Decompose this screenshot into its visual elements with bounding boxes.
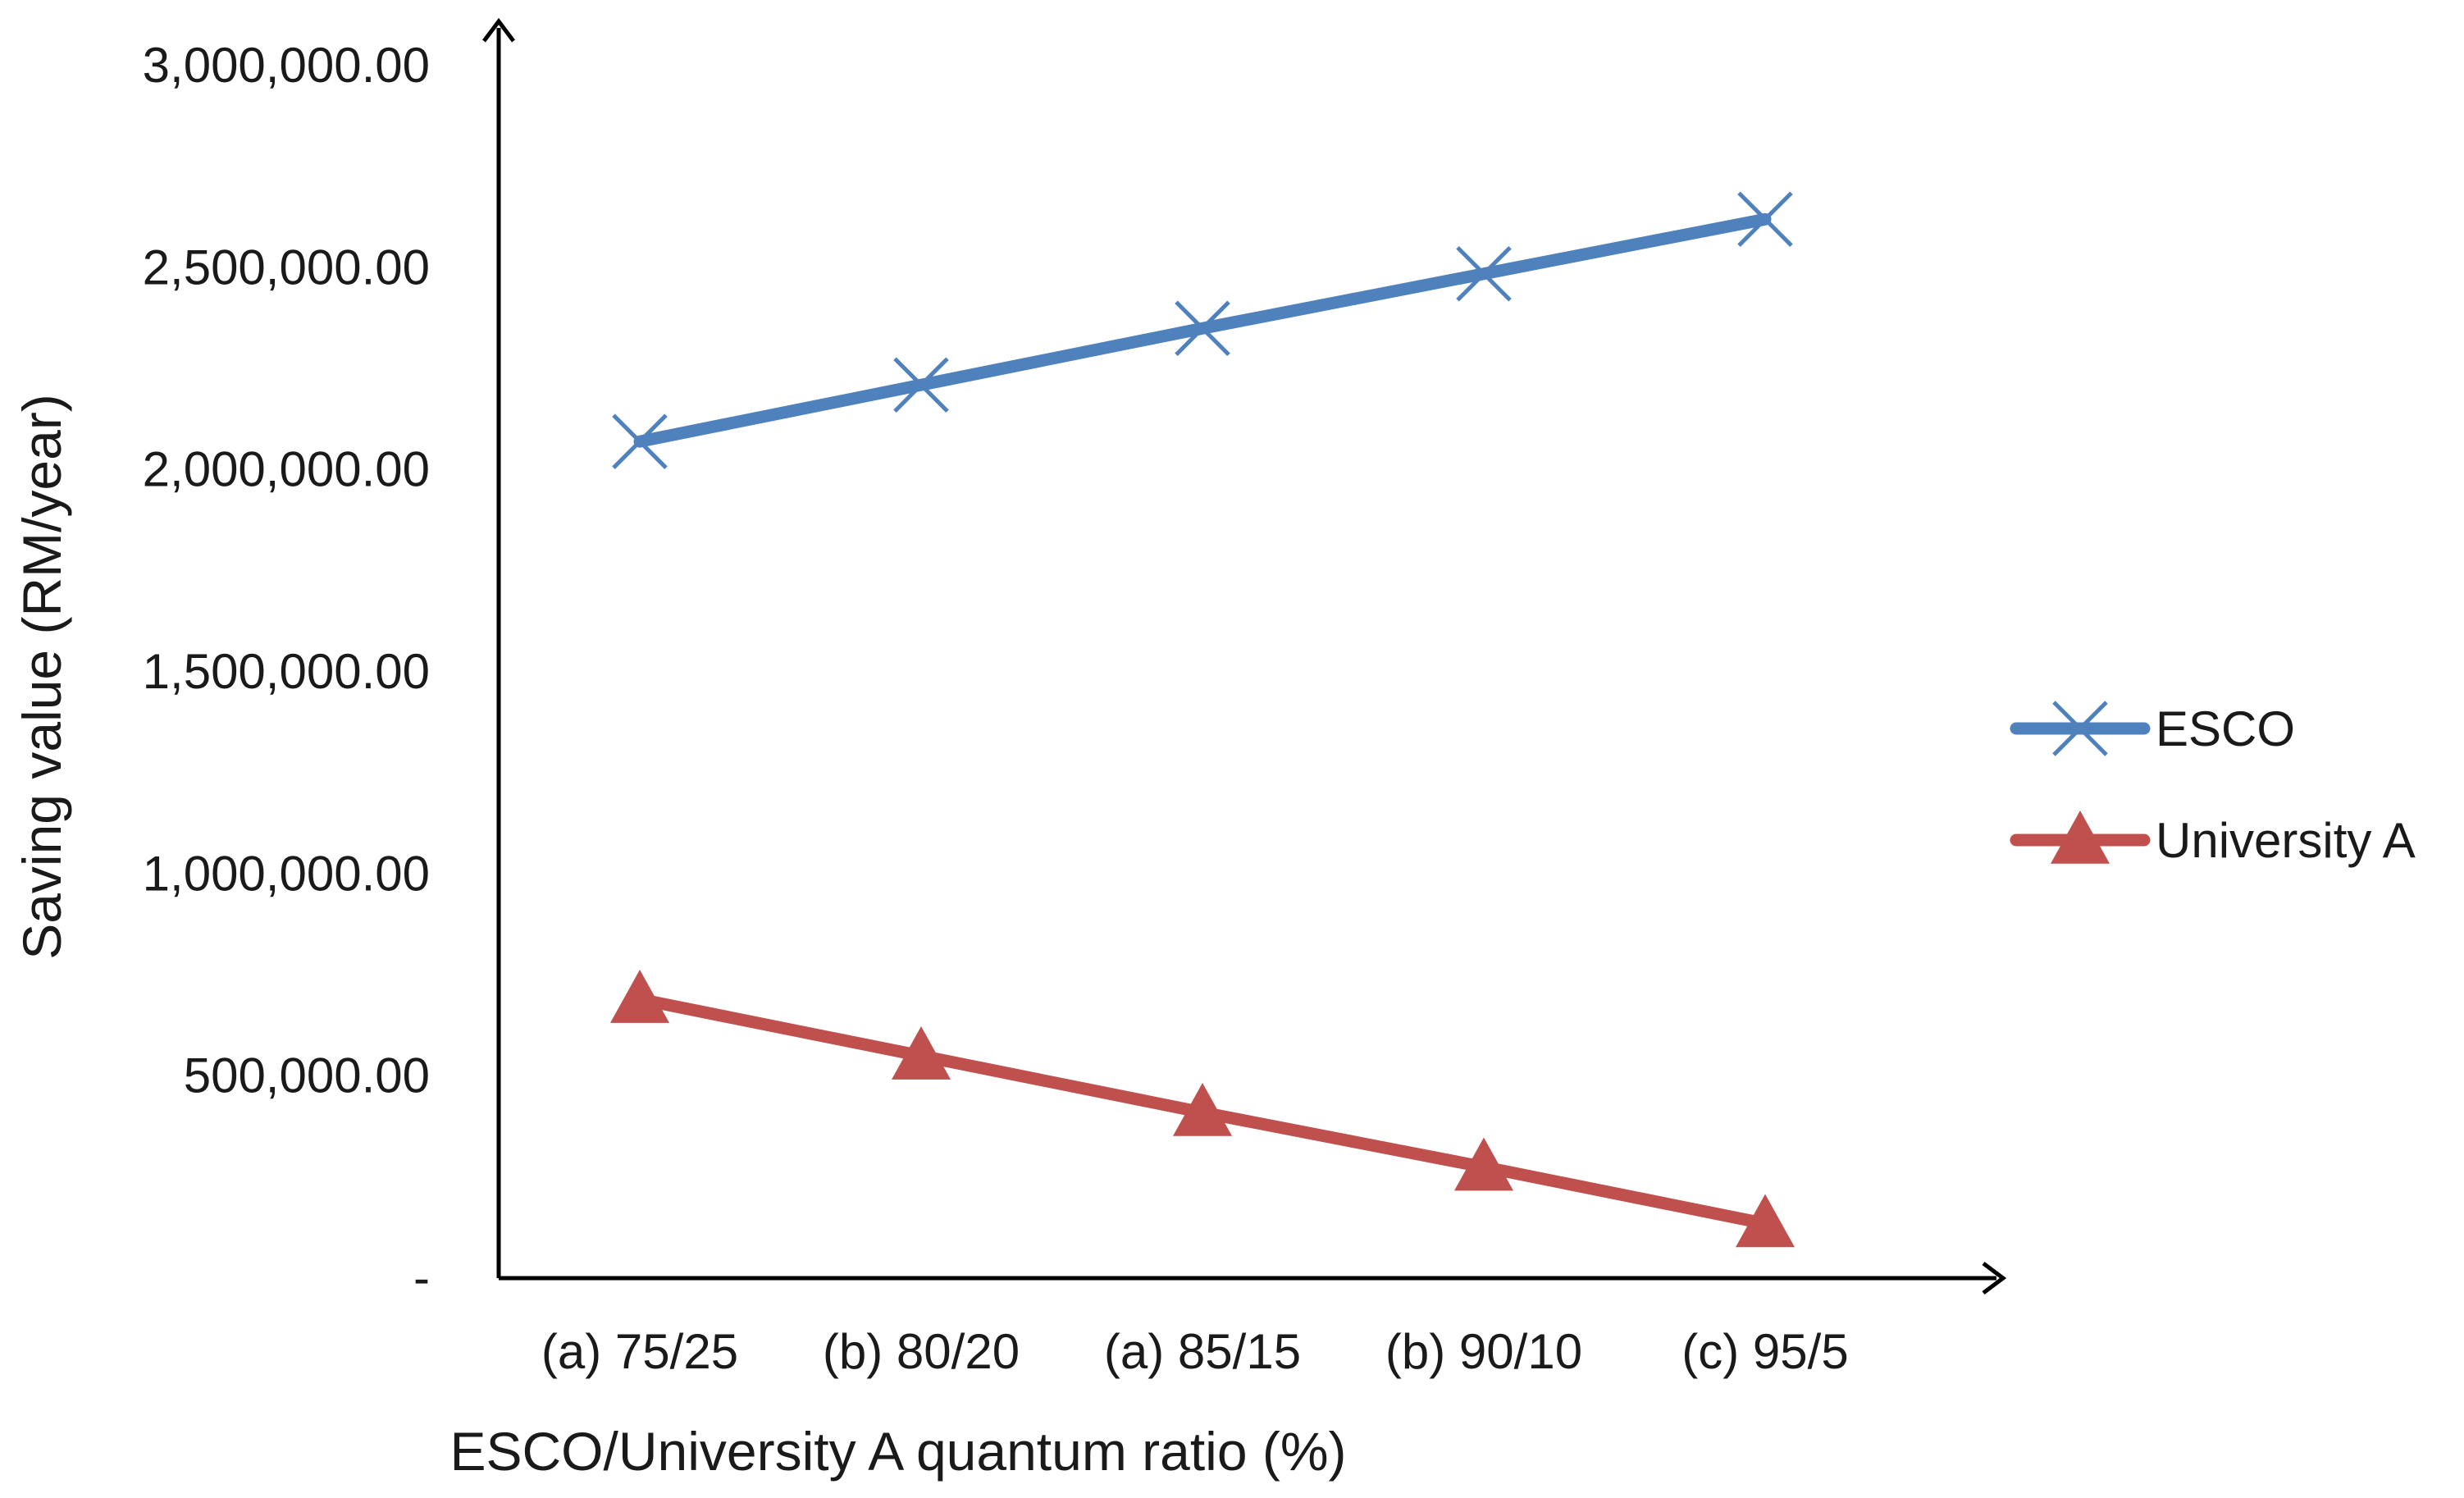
y-axis-arrow	[482, 17, 515, 43]
legend-label: University A	[2156, 813, 2416, 868]
x-tick-label: (a) 75/25	[541, 1324, 738, 1379]
data-point-marker	[1736, 1194, 1795, 1248]
series-esco	[612, 191, 1793, 469]
x-tick-label: (b) 80/20	[823, 1324, 1020, 1379]
legend-swatch-marker	[2051, 811, 2110, 864]
data-point-marker	[892, 1026, 951, 1080]
y-tick-label: 2,000,000.00	[143, 442, 430, 497]
y-tick-label: 2,500,000.00	[143, 240, 430, 295]
legend-item: ESCO	[2010, 701, 2295, 756]
x-tick-label: (b) 90/10	[1385, 1324, 1582, 1379]
y-tick-label: 3,000,000.00	[143, 38, 430, 93]
data-point-marker	[1175, 300, 1230, 357]
legend-swatch-marker	[2052, 701, 2108, 756]
data-point-marker	[1456, 245, 1512, 302]
y-axis: - 500,000.00 1,000,000.00 1,500,000.00 2,000…	[143, 17, 515, 1305]
x-axis-arrow	[1982, 1262, 2007, 1295]
y-axis-title: Saving value (RM/year)	[11, 394, 72, 960]
data-point-marker	[610, 970, 669, 1023]
y-tick-labels: - 500,000.00 1,000,000.00 1,500,000.00 2,000…	[143, 38, 430, 1305]
x-tick-label: (c) 95/5	[1681, 1324, 1848, 1379]
data-point-marker	[1454, 1137, 1513, 1191]
x-tick-label: (a) 85/15	[1104, 1324, 1301, 1379]
y-tick-label: -	[413, 1250, 430, 1305]
x-axis-title: ESCO/University A quantum ratio (%)	[449, 1421, 1346, 1482]
data-point-marker	[1737, 191, 1793, 247]
series-university-a	[610, 970, 1795, 1248]
y-tick-label: 1,500,000.00	[143, 644, 430, 699]
legend-item: University A	[2010, 811, 2416, 868]
series-layer	[610, 191, 1795, 1248]
y-tick-label: 1,000,000.00	[143, 846, 430, 901]
data-point-marker	[612, 413, 668, 469]
x-tick-labels: (a) 75/25 (b) 80/20 (a) 85/15 (b) 90/10 (c) …	[541, 1324, 1849, 1379]
legend-label: ESCO	[2156, 701, 2295, 756]
x-axis: (a) 75/25 (b) 80/20 (a) 85/15 (b) 90/10 (c) …	[499, 1262, 2007, 1379]
legend: ESCO University A	[2010, 701, 2416, 868]
data-point-marker	[1173, 1083, 1232, 1136]
data-point-marker	[893, 357, 949, 413]
y-tick-label: 500,000.00	[184, 1048, 430, 1103]
